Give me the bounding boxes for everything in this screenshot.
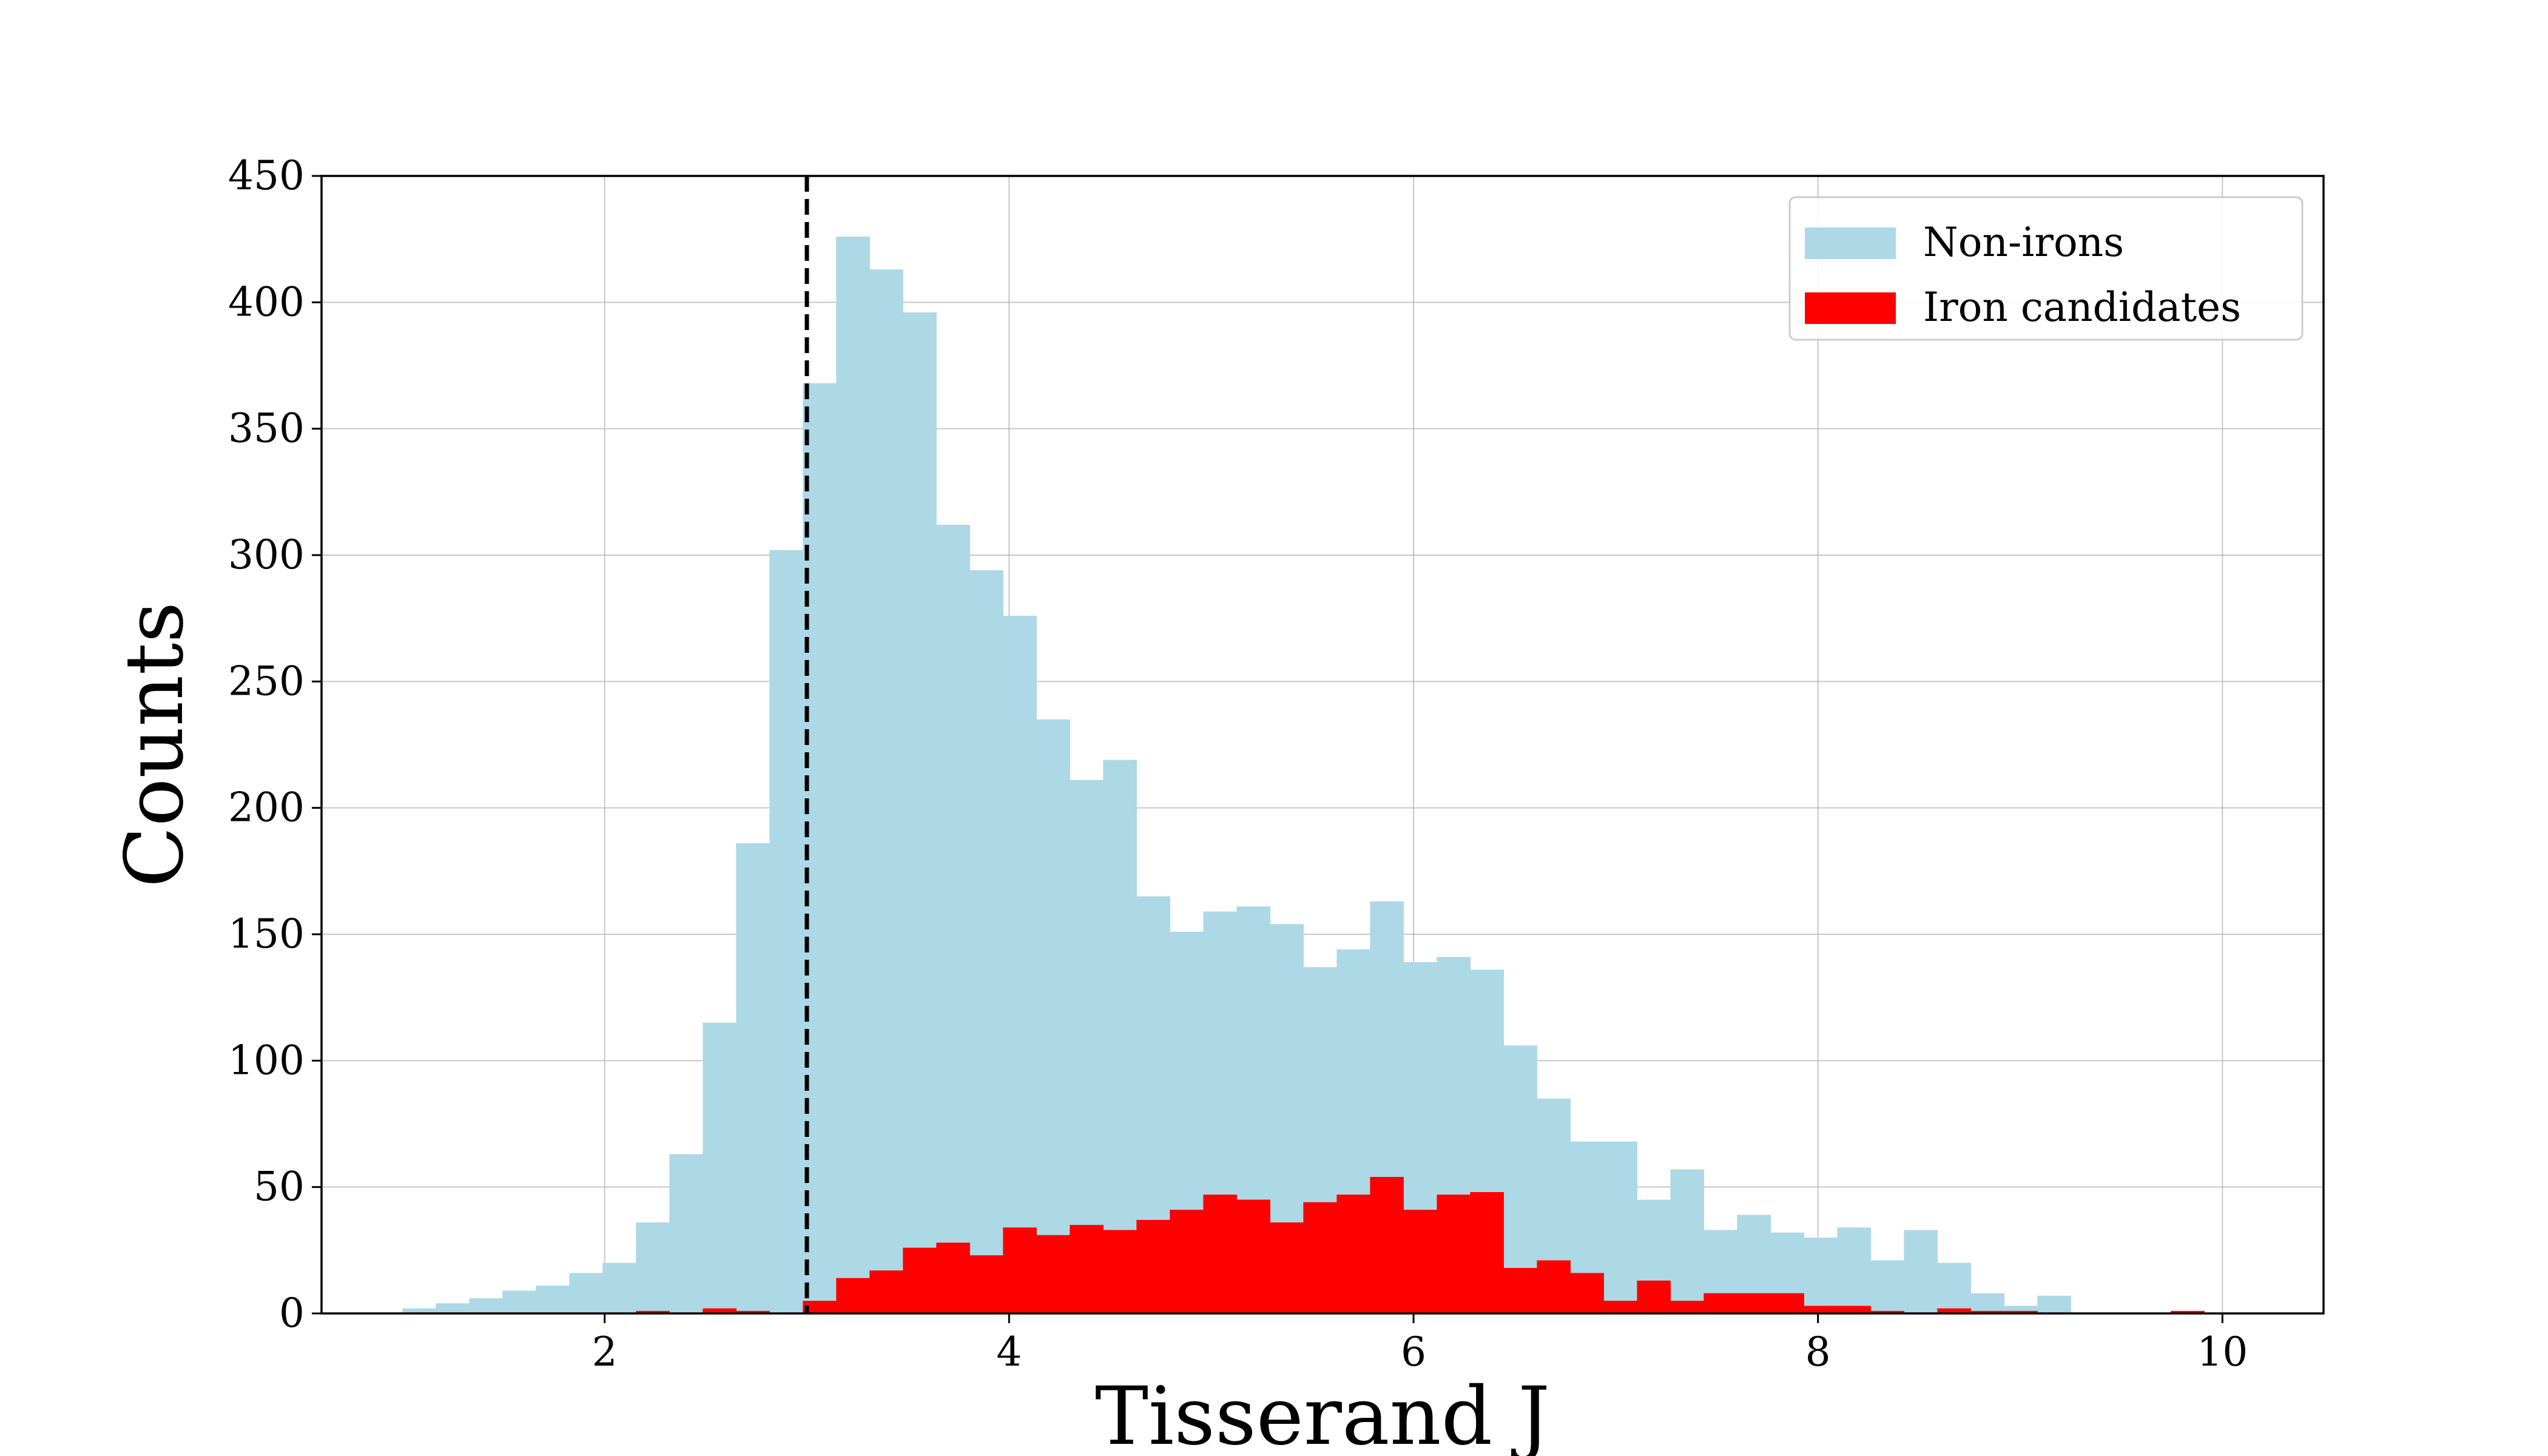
y-tick-label: 150 xyxy=(228,911,305,957)
bar-non-irons xyxy=(1970,1293,2004,1313)
bar-iron-candidates xyxy=(2171,1310,2205,1313)
bar-iron-candidates xyxy=(1303,1202,1337,1313)
bar-non-irons xyxy=(1003,616,1037,1313)
y-axis-title: Counts xyxy=(108,602,201,888)
bar-iron-candidates xyxy=(1170,1210,1204,1313)
plot-frame xyxy=(320,175,2325,1315)
bar-iron-candidates xyxy=(1070,1225,1104,1313)
histogram-bars xyxy=(402,237,2205,1314)
y-tick-label: 350 xyxy=(228,405,305,452)
legend: Non-irons Iron candidates xyxy=(1788,196,2304,341)
bar-iron-candidates xyxy=(836,1278,870,1313)
bar-iron-candidates xyxy=(1036,1235,1070,1313)
bar-non-irons xyxy=(469,1298,503,1313)
bar-iron-candidates xyxy=(1737,1293,1771,1313)
y-tick-label: 250 xyxy=(228,658,305,704)
bar-iron-candidates xyxy=(1637,1280,1671,1313)
y-tick-label: 200 xyxy=(228,784,305,831)
bar-iron-candidates xyxy=(1870,1310,1904,1313)
bar-iron-candidates xyxy=(1603,1301,1637,1313)
bar-iron-candidates xyxy=(1270,1222,1304,1313)
x-axis-title: Tisserand J xyxy=(1095,1370,1550,1456)
bar-iron-candidates xyxy=(903,1247,937,1313)
bar-iron-candidates xyxy=(1770,1293,1804,1313)
bar-non-irons xyxy=(1070,780,1104,1313)
bar-iron-candidates xyxy=(1236,1199,1270,1313)
bar-non-irons xyxy=(903,312,937,1313)
bar-non-irons xyxy=(1036,719,1070,1313)
bar-non-irons xyxy=(436,1303,470,1313)
bar-iron-candidates xyxy=(1570,1273,1604,1313)
bar-iron-candidates xyxy=(1136,1219,1170,1313)
bar-non-irons xyxy=(1804,1238,1838,1313)
x-axis-ticks: 2 4 6 8 10 xyxy=(592,1313,2248,1375)
bar-iron-candidates xyxy=(936,1242,970,1313)
bar-non-irons xyxy=(769,550,803,1313)
y-axis-ticks: 0 50 100 150 200 250 300 350 400 450 xyxy=(228,152,322,1336)
legend-box xyxy=(1788,196,2304,341)
bar-iron-candidates xyxy=(703,1308,736,1313)
y-tick-label: 400 xyxy=(228,278,305,325)
bar-iron-candidates xyxy=(1937,1308,1971,1313)
bar-iron-candidates xyxy=(636,1310,670,1313)
bar-iron-candidates xyxy=(1537,1260,1571,1313)
bar-iron-candidates xyxy=(1370,1177,1404,1313)
bar-non-irons xyxy=(569,1273,603,1313)
bar-non-irons xyxy=(2037,1295,2071,1313)
y-tick-label: 300 xyxy=(228,531,305,578)
bar-non-irons xyxy=(936,525,970,1313)
bar-iron-candidates xyxy=(1336,1195,1370,1313)
bar-iron-candidates xyxy=(1503,1268,1537,1313)
bar-iron-candidates xyxy=(1003,1227,1037,1313)
bar-non-irons xyxy=(1603,1141,1637,1313)
bar-iron-candidates xyxy=(803,1301,837,1313)
bar-non-irons xyxy=(1937,1262,1971,1313)
bar-non-irons xyxy=(869,269,903,1314)
bar-non-irons xyxy=(402,1308,436,1313)
bar-non-irons xyxy=(636,1222,670,1313)
bar-non-irons xyxy=(1870,1260,1904,1313)
bar-iron-candidates xyxy=(1670,1301,1704,1313)
bar-iron-candidates xyxy=(1837,1306,1871,1313)
x-tick-label: 6 xyxy=(1401,1329,1426,1375)
legend-label-iron-candidates: Iron candidates xyxy=(1923,284,2241,331)
bar-non-irons xyxy=(536,1286,570,1313)
y-tick-label: 0 xyxy=(279,1290,305,1336)
bar-iron-candidates xyxy=(1804,1306,1838,1313)
bar-iron-candidates xyxy=(869,1270,903,1313)
legend-swatch-iron-candidates xyxy=(1805,292,1896,324)
bar-non-irons xyxy=(1670,1169,1704,1313)
bar-non-irons xyxy=(969,570,1003,1313)
bar-non-irons xyxy=(602,1262,636,1313)
y-tick-label: 450 xyxy=(228,152,305,199)
bar-iron-candidates xyxy=(2004,1310,2038,1313)
y-tick-label: 100 xyxy=(228,1037,305,1084)
legend-label-non-irons: Non-irons xyxy=(1923,219,2124,266)
bar-non-irons xyxy=(669,1154,703,1313)
y-tick-label: 50 xyxy=(254,1164,305,1210)
bar-non-irons xyxy=(1103,760,1137,1313)
bar-non-irons xyxy=(1904,1230,1938,1313)
bar-iron-candidates xyxy=(1103,1230,1137,1313)
bar-non-irons xyxy=(703,1022,736,1313)
bar-iron-candidates xyxy=(736,1310,770,1313)
x-tick-label: 4 xyxy=(996,1329,1022,1375)
x-tick-label: 2 xyxy=(592,1329,618,1375)
bar-non-irons xyxy=(502,1290,536,1313)
bar-iron-candidates xyxy=(1403,1210,1437,1313)
bar-iron-candidates xyxy=(1970,1310,2004,1313)
bar-iron-candidates xyxy=(1470,1192,1504,1313)
bar-non-irons xyxy=(836,237,870,1313)
bar-non-irons xyxy=(736,843,770,1313)
bar-iron-candidates xyxy=(1437,1195,1471,1313)
bar-iron-candidates xyxy=(1203,1195,1237,1313)
bar-iron-candidates xyxy=(1704,1293,1737,1313)
x-tick-label: 8 xyxy=(1805,1329,1831,1375)
bar-non-irons xyxy=(1837,1227,1871,1313)
x-tick-label: 10 xyxy=(2197,1329,2248,1375)
legend-swatch-non-irons xyxy=(1805,228,1896,259)
bar-iron-candidates xyxy=(969,1255,1003,1313)
